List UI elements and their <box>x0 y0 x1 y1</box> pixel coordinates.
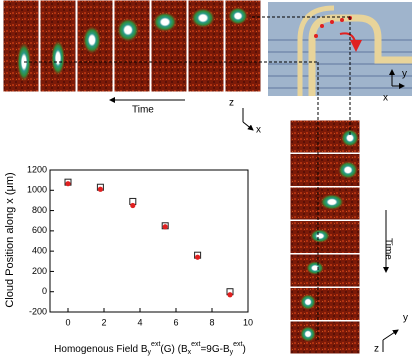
point <box>97 186 103 192</box>
x-tick-label: 0 <box>65 317 70 327</box>
point <box>227 292 233 298</box>
x-tick-label: 6 <box>173 317 178 327</box>
point <box>162 224 168 230</box>
y-axis-label: Cloud Position along x (μm) <box>4 172 16 307</box>
motion-arrow <box>339 32 362 52</box>
point <box>130 202 136 209</box>
cloud <box>117 18 139 42</box>
y-tick-label: 400 <box>32 246 47 256</box>
guide <box>308 14 412 96</box>
x-tick-label: 10 <box>243 317 253 327</box>
cloud <box>191 8 215 28</box>
y-tick-label: 200 <box>32 266 47 276</box>
x-tick-label: 2 <box>101 317 106 327</box>
cloud <box>320 194 344 210</box>
schematic: y x <box>268 2 412 104</box>
axis-label: y <box>402 69 407 80</box>
guide <box>297 5 335 96</box>
axis-label: x <box>383 93 388 104</box>
cloud <box>300 326 316 342</box>
image-frame <box>289 320 361 355</box>
plot-frame <box>49 169 249 313</box>
y-tick-label: 1000 <box>27 185 47 195</box>
point <box>65 181 71 187</box>
x-label-part: ext <box>233 341 242 348</box>
x-axis-label: Homogenous Field Byext(G) (Bxext=9G-Byex… <box>54 341 246 356</box>
cloud <box>153 12 177 32</box>
cloud <box>300 294 316 310</box>
cloud <box>228 7 248 25</box>
image-panels <box>2 0 361 355</box>
x-label-part: y <box>230 349 234 356</box>
axis-arrow <box>382 329 399 341</box>
x-label-part: y <box>148 349 152 356</box>
point <box>195 254 201 260</box>
y-tick-label: 1200 <box>27 164 47 174</box>
cloud <box>51 40 65 76</box>
time-label: Time <box>382 238 393 260</box>
x-label-part: =9G-B <box>200 344 230 355</box>
chart: Cloud Position along x (μm) Homogenous F… <box>4 164 253 355</box>
connectors <box>24 16 351 340</box>
schematic-stripes <box>268 39 412 89</box>
cloud <box>341 129 359 147</box>
cloud-dots <box>314 16 352 38</box>
time-label: Time <box>132 105 154 116</box>
axis-label: x <box>256 125 261 136</box>
x-label-part: ) <box>242 344 245 355</box>
axis-label: y <box>403 313 408 324</box>
y-tick-label: 800 <box>32 205 47 215</box>
image-frame <box>113 0 151 93</box>
cloud <box>338 161 358 179</box>
x-label-part: (G) (B <box>160 344 188 355</box>
cloud <box>310 229 330 243</box>
y-tick-label: -200 <box>29 306 47 316</box>
x-label-part: x <box>188 349 192 356</box>
y-tick-label: 600 <box>32 225 47 235</box>
cloud <box>83 26 101 54</box>
x-label-part: ext <box>151 341 160 348</box>
x-tick-label: 4 <box>137 317 142 327</box>
cloud <box>306 261 324 275</box>
axis-label: z <box>229 98 234 109</box>
x-tick-label: 8 <box>209 317 214 327</box>
axis-arrow <box>242 121 254 131</box>
axis-label: z <box>374 344 379 355</box>
y-tick-label: 0 <box>42 286 47 296</box>
x-label-part: ext <box>191 341 200 348</box>
x-label-part: Homogenous Field B <box>54 344 148 355</box>
image-frame <box>289 253 361 288</box>
